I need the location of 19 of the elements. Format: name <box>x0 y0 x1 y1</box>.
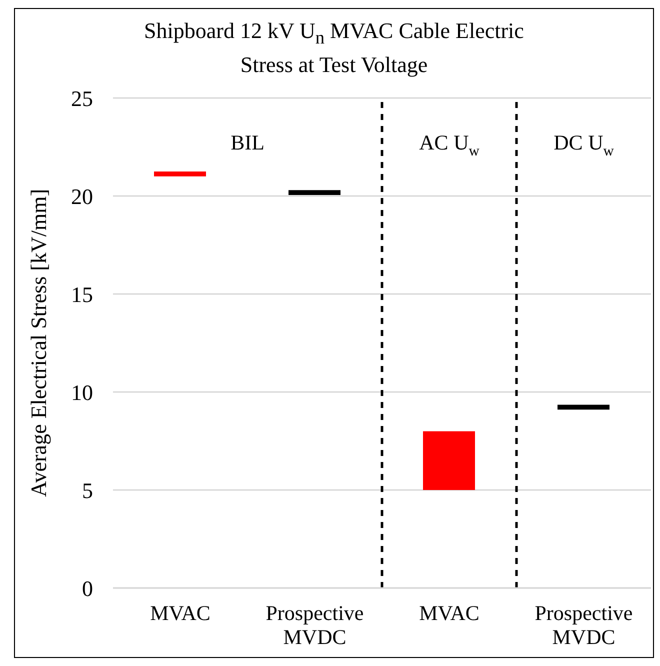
bar <box>558 405 610 410</box>
bar <box>423 432 475 490</box>
x-tick-label: MVAC <box>150 601 210 626</box>
y-tick-label: 20 <box>71 184 93 210</box>
annotation: DC U$_{w}$ <box>554 130 614 160</box>
y-axis-title: Average Electrical Stress [kV/mm] <box>26 189 51 498</box>
annotation: BIL <box>230 130 264 155</box>
y-tick-label: 0 <box>82 576 93 602</box>
bar <box>154 172 206 177</box>
chart-title: Shipboard 12 kV U$_{n}$ MVAC Cable Electric Stress at Test Voltage <box>143 17 525 78</box>
y-tick-label: 10 <box>71 380 93 406</box>
y-tick-label: 15 <box>71 282 93 308</box>
x-tick-label: Prospective MVDC <box>534 601 633 650</box>
annotation: AC U$_{w}$ <box>419 130 480 160</box>
y-tick-label: 25 <box>71 86 93 112</box>
x-tick-label: MVAC <box>419 601 480 626</box>
bar <box>288 190 340 196</box>
x-tick-label: Prospective MVDC <box>266 601 364 650</box>
y-tick-label: 5 <box>82 478 93 504</box>
